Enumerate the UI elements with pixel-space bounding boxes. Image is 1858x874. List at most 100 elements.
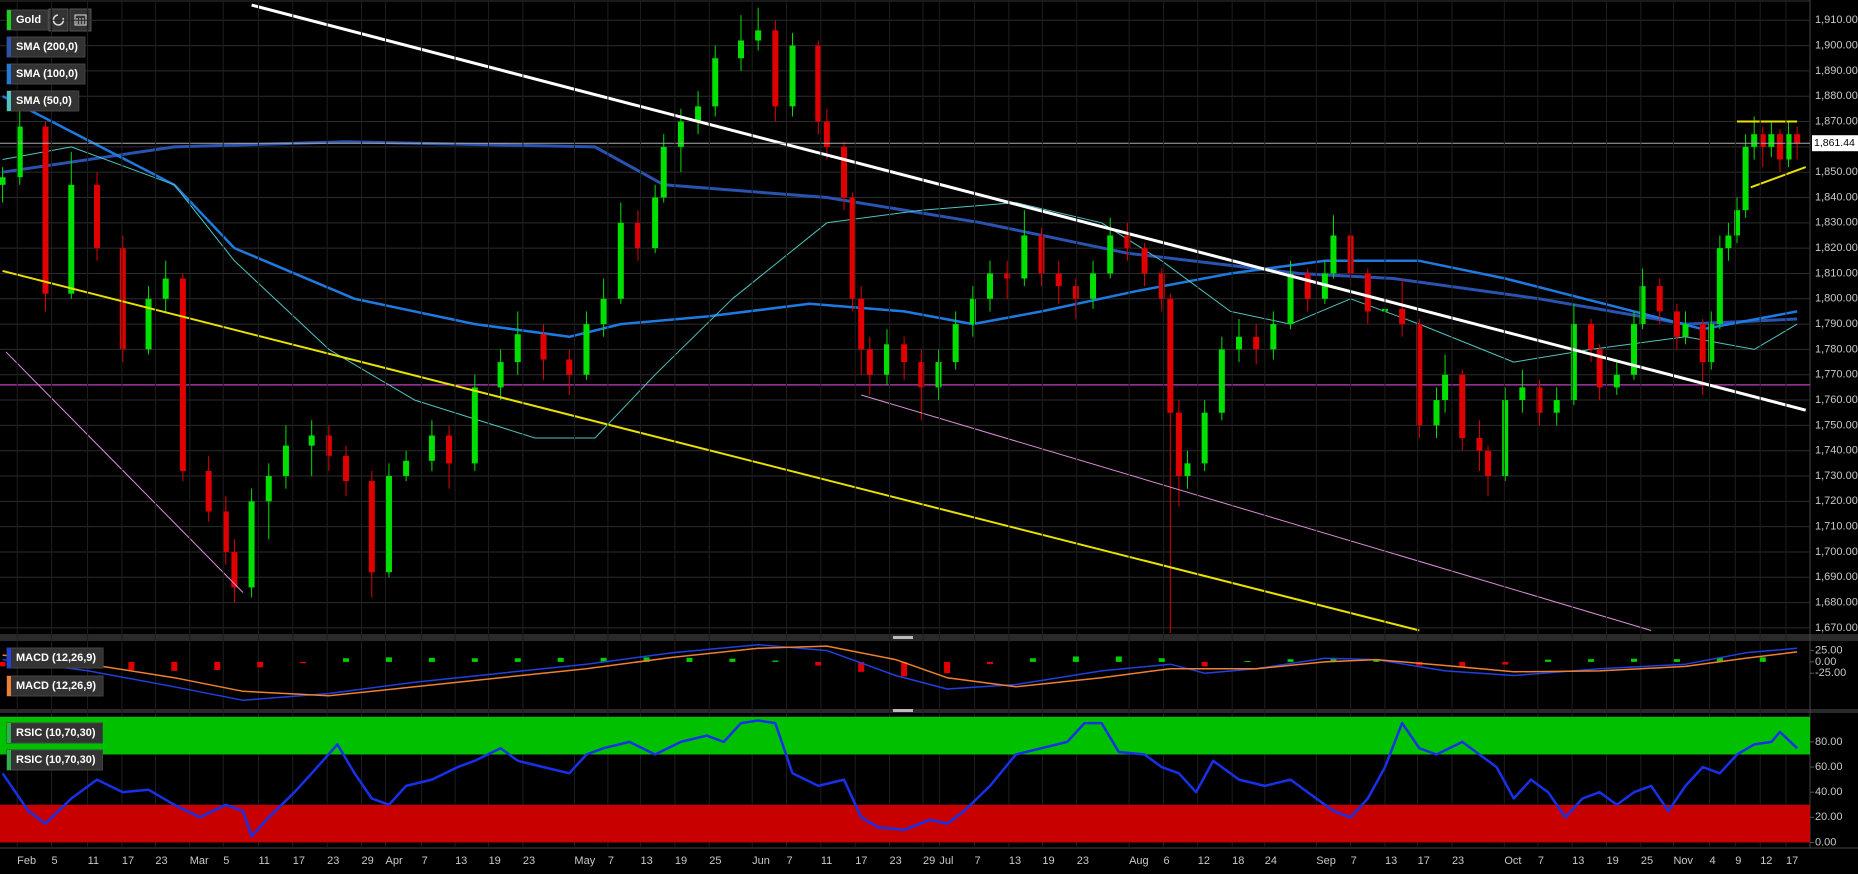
candle-body <box>1553 400 1560 413</box>
x-tick-label: Apr <box>386 855 403 867</box>
candle-body <box>866 349 873 375</box>
y-tick-label: 1,730.00 <box>1815 470 1858 482</box>
candle-body <box>1090 273 1097 299</box>
x-tick-label: 17 <box>1418 855 1430 867</box>
y-tick-label: 1,910.00 <box>1815 14 1858 26</box>
candle-body <box>1485 450 1492 477</box>
x-tick-label: 19 <box>1607 855 1619 867</box>
candle-body <box>1682 324 1689 337</box>
candle-body <box>1107 235 1114 274</box>
candle-body <box>205 470 212 512</box>
divider-handle[interactable] <box>893 709 913 712</box>
panel-divider[interactable] <box>0 634 1858 641</box>
candle-body <box>918 362 925 388</box>
indicator-line <box>2 146 1798 439</box>
y-tick-label: 1,810.00 <box>1815 267 1858 279</box>
x-tick-label: 4 <box>1710 855 1716 867</box>
candle-body <box>1794 134 1801 144</box>
y-tick-label: 1,840.00 <box>1815 191 1858 203</box>
y-tick-label: 1,680.00 <box>1815 597 1858 609</box>
candle-body <box>1399 308 1406 325</box>
y-tick-label: 1,780.00 <box>1815 343 1858 355</box>
candle-body <box>1759 134 1766 147</box>
divider-handle[interactable] <box>893 636 913 639</box>
legend-color <box>7 723 11 743</box>
histogram-bar <box>428 657 435 662</box>
x-tick-label: 7 <box>975 855 981 867</box>
x-tick-label: 13 <box>1385 855 1397 867</box>
histogram-bar <box>1158 658 1165 662</box>
trend-line <box>5 351 244 593</box>
x-tick-label: 17 <box>122 855 134 867</box>
histogram-bar <box>1115 656 1122 662</box>
y-tick-label: 0.00 <box>1815 836 1836 848</box>
candle-body <box>1038 235 1045 274</box>
candle-body <box>883 344 890 375</box>
histogram-bar <box>1201 661 1208 667</box>
histogram-bar <box>858 661 865 672</box>
y-tick-label: 1,690.00 <box>1815 571 1858 583</box>
x-tick-label: 29 <box>361 855 373 867</box>
candle-body <box>343 455 350 482</box>
x-tick-label: 7 <box>608 855 614 867</box>
candle-body <box>1158 273 1165 299</box>
histogram-bar <box>171 661 178 671</box>
legend-label: MACD (12,26,9) <box>16 652 96 664</box>
histogram-bar <box>128 661 135 671</box>
legend-color <box>7 676 11 696</box>
candle-body <box>368 481 375 573</box>
candle-body <box>1751 134 1758 147</box>
legend-color <box>7 91 11 111</box>
histogram-bar <box>1545 659 1552 662</box>
candle-body <box>1330 235 1337 274</box>
histogram-bar <box>1029 658 1036 662</box>
histogram-bar <box>772 660 779 662</box>
x-tick-label: 19 <box>1042 855 1054 867</box>
histogram-bar <box>0 661 6 667</box>
histogram-bar <box>257 661 264 668</box>
x-tick-label: 12 <box>1760 855 1772 867</box>
x-tick-label: 11 <box>88 855 99 867</box>
indicator-line <box>2 643 1798 702</box>
x-tick-label: 17 <box>855 855 867 867</box>
candle-body <box>952 324 959 363</box>
y-tick-label: 1,770.00 <box>1815 369 1858 381</box>
candle-body <box>1287 273 1294 325</box>
x-tick-label: 25 <box>1641 855 1653 867</box>
x-tick-label: 23 <box>155 855 167 867</box>
histogram-bar <box>514 658 521 662</box>
candle-body <box>634 222 641 249</box>
x-tick-label: Jul <box>939 855 953 867</box>
trend-line <box>251 3 1807 412</box>
histogram-bar <box>729 658 736 662</box>
histogram-bar <box>214 661 221 671</box>
x-tick-label: Sep <box>1316 855 1336 867</box>
candle-body <box>1072 286 1079 299</box>
histogram-bar <box>1072 656 1079 662</box>
x-tick-label: 23 <box>1452 855 1464 867</box>
legend-label: Gold <box>16 14 41 26</box>
y-tick-label: 1,760.00 <box>1815 394 1858 406</box>
candle-body <box>282 445 289 477</box>
x-tick-label: 23 <box>1077 855 1089 867</box>
y-tick-label: 1,870.00 <box>1815 115 1858 127</box>
legend-color <box>7 750 11 770</box>
histogram-bar <box>1287 659 1294 662</box>
candle-body <box>901 344 908 363</box>
candle-body <box>815 45 822 122</box>
indicator-line <box>2 95 1798 339</box>
candle-body <box>16 126 23 178</box>
candle-body <box>677 121 684 147</box>
panel-divider[interactable] <box>0 709 1858 713</box>
candle-body <box>1175 412 1182 477</box>
x-tick-label: 6 <box>1163 855 1169 867</box>
candle-body <box>1270 324 1277 350</box>
y-tick-label: 1,830.00 <box>1815 217 1858 229</box>
x-tick-label: 11 <box>821 855 832 867</box>
histogram-bar <box>1502 661 1509 665</box>
y-tick-label: 1,850.00 <box>1815 166 1858 178</box>
candle-body <box>1124 235 1131 249</box>
histogram-bar <box>1716 657 1723 662</box>
